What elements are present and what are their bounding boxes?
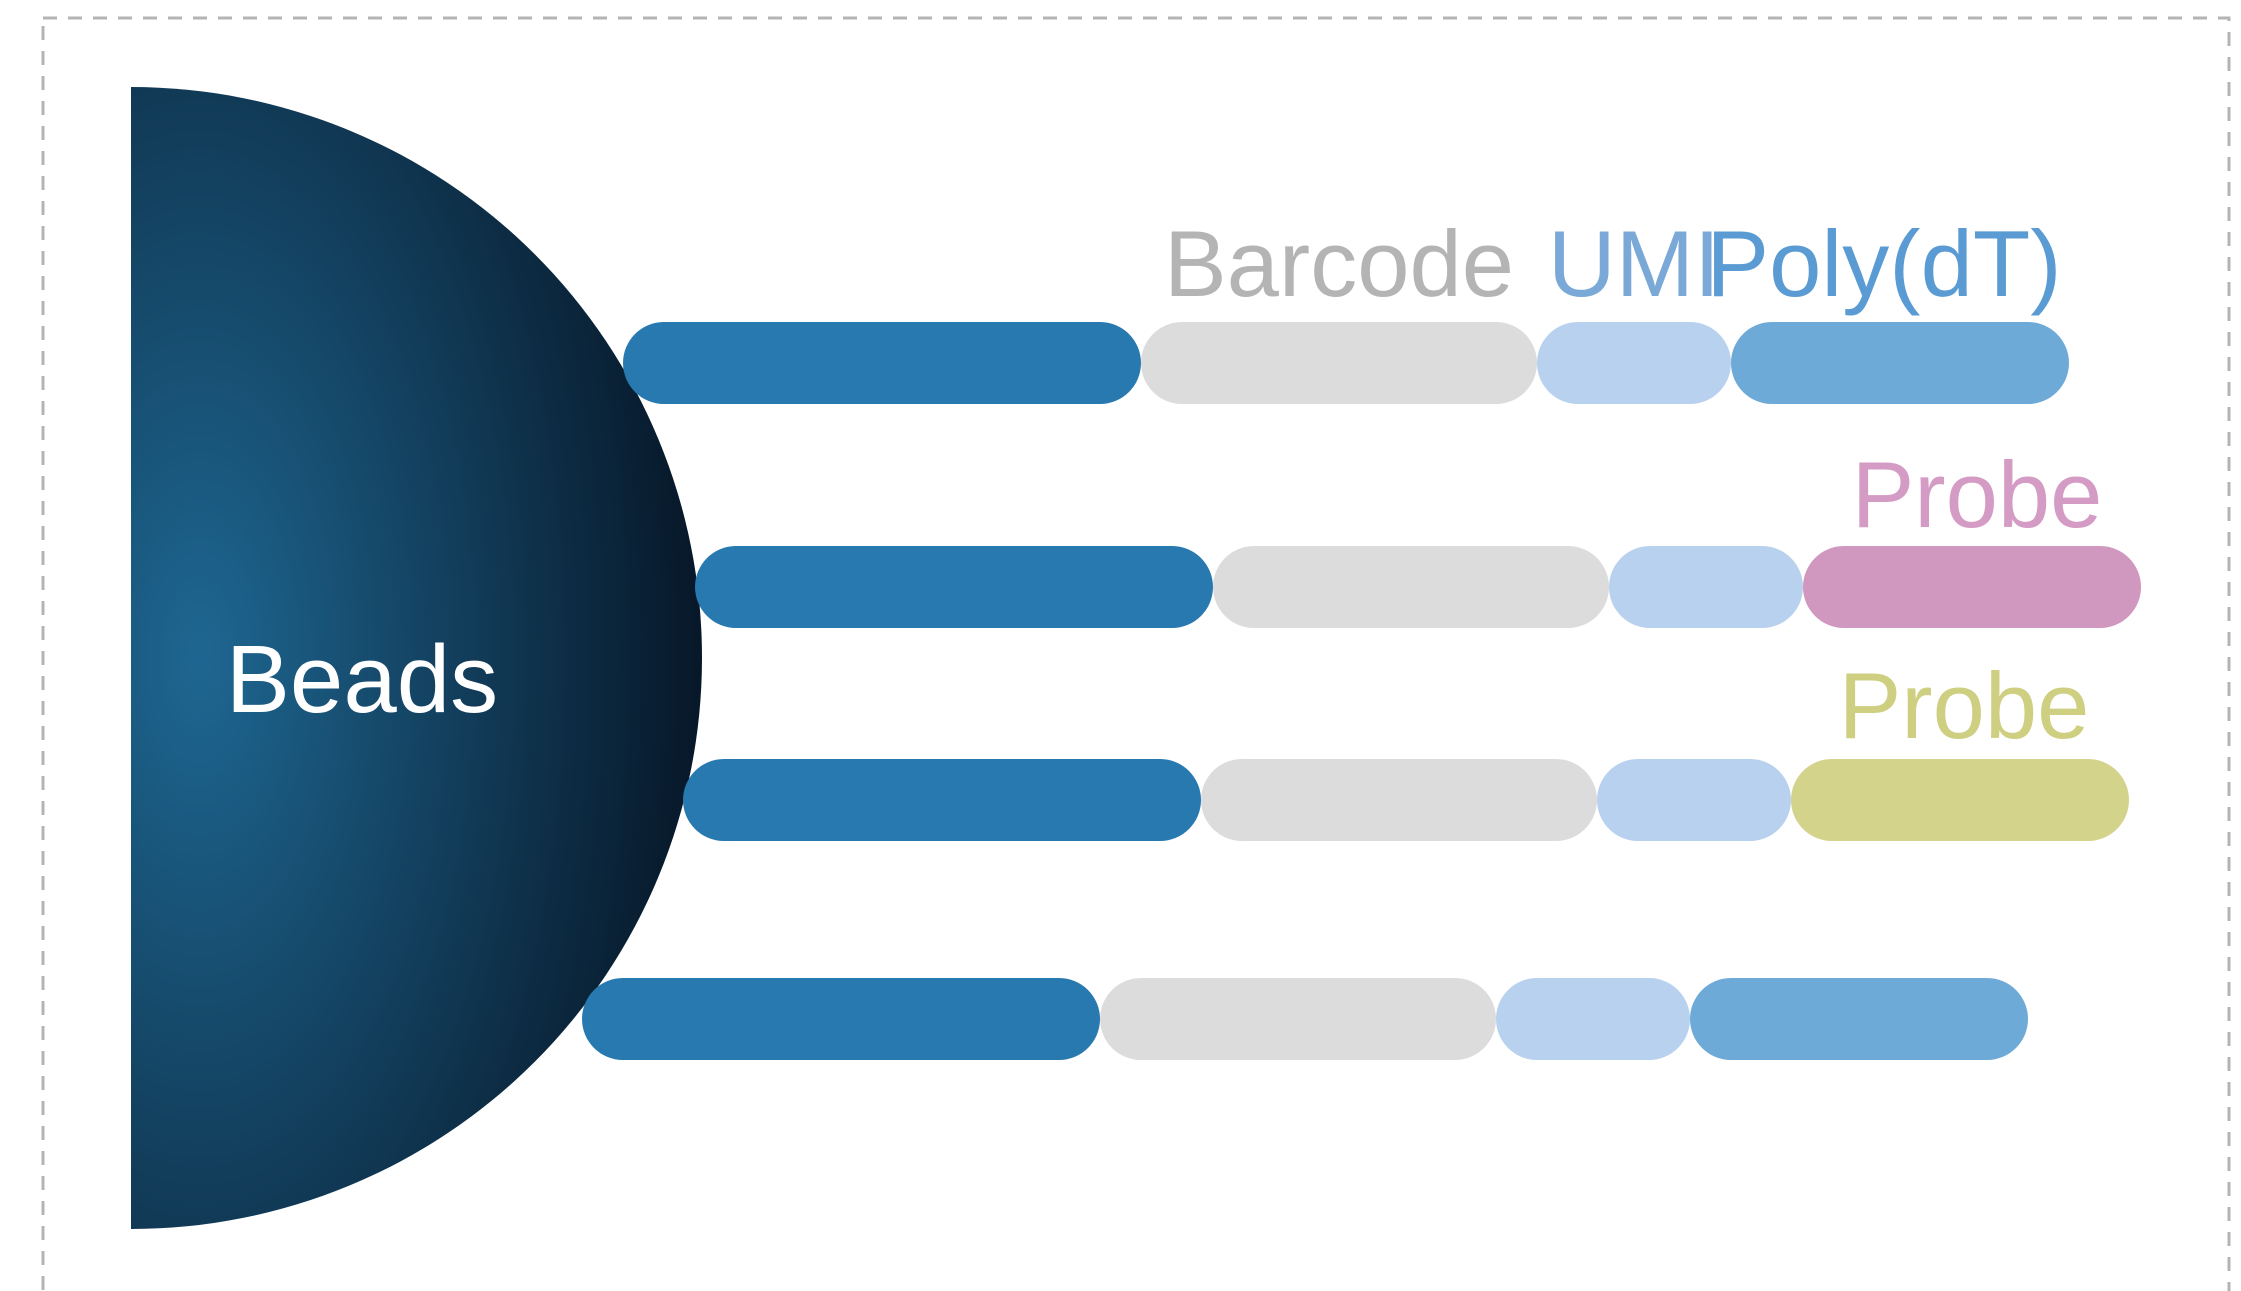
- barcode-segment: [1141, 322, 1537, 404]
- linker-segment: [582, 978, 1100, 1060]
- umi-segment: [1597, 759, 1791, 841]
- probe-yellow-label: Probe: [1839, 653, 2090, 758]
- probe-yellow-segment: [1791, 759, 2129, 841]
- strand-4: [582, 978, 2028, 1060]
- strand-1: [623, 322, 2069, 404]
- umi-segment: [1496, 978, 1690, 1060]
- polydt-segment: [1690, 978, 2028, 1060]
- barcode-segment: [1213, 546, 1609, 628]
- umi-label: UMI: [1548, 211, 1720, 316]
- linker-segment: [695, 546, 1213, 628]
- polydt-label: Poly(dT): [1706, 211, 2061, 316]
- dashed-frame: [41, 16, 2231, 1291]
- linker-segment: [623, 322, 1141, 404]
- barcode-label: Barcode: [1164, 211, 1514, 316]
- barcode-segment: [1100, 978, 1496, 1060]
- umi-segment: [1537, 322, 1731, 404]
- umi-segment: [1609, 546, 1803, 628]
- strand-2: [695, 546, 2141, 628]
- probe-pink-label: Probe: [1852, 442, 2103, 547]
- polydt-segment: [1731, 322, 2069, 404]
- barcode-segment: [1201, 759, 1597, 841]
- linker-segment: [683, 759, 1201, 841]
- probe-pink-segment: [1803, 546, 2141, 628]
- bead-label: Beads: [226, 626, 498, 733]
- bead-shape: [131, 87, 702, 1229]
- strand-3: [683, 759, 2129, 841]
